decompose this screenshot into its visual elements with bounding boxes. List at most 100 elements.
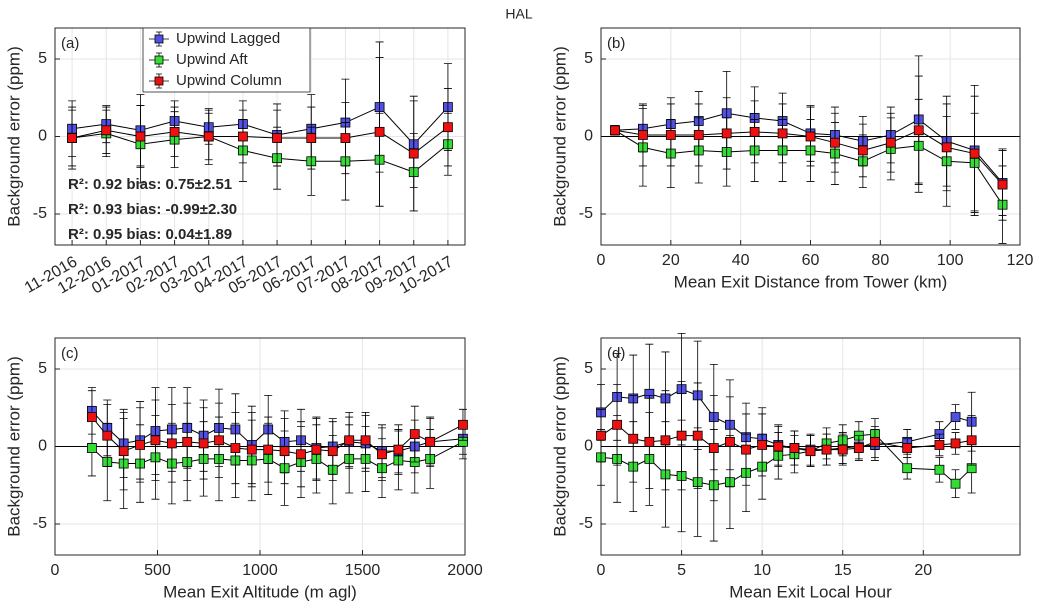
marker [118,446,129,457]
marker [87,443,97,453]
marker [934,440,945,450]
marker [941,142,952,153]
marker [279,446,290,457]
legend-box [142,27,311,93]
x-tick-label: 40 [732,252,750,269]
series-line [71,126,449,155]
legend-marker [154,34,164,44]
marker [913,125,924,136]
y-tick-label: 5 [584,50,593,67]
marker [360,435,371,446]
y-tick-label: 5 [584,360,593,377]
marker [408,148,419,159]
x-tick-label: 1500 [345,562,381,579]
marker [950,478,961,489]
marker [693,130,704,140]
marker [644,436,655,447]
marker [628,433,639,444]
marker [198,438,209,449]
marker [902,463,913,474]
marker [67,133,77,143]
marker [344,435,355,446]
legend-marker [154,55,164,65]
marker [749,126,760,137]
marker [660,435,671,446]
y-tick-label: -5 [33,205,47,222]
series-line [600,424,972,452]
marker [805,446,816,457]
y-tick-label: -5 [33,515,47,532]
marker [610,125,620,136]
x-tick-label: 80 [871,252,889,269]
marker [166,438,177,449]
marker [830,137,840,148]
marker [409,429,420,440]
x-tick-label: 0 [597,562,606,579]
marker [741,444,751,455]
marker [458,419,468,430]
marker [230,443,241,453]
marker [821,444,832,455]
x-tick-label: 20 [662,252,680,269]
marker [377,449,387,460]
marker [203,131,214,142]
legend-label: Upwind Column [176,72,282,89]
marker [857,145,868,156]
annotation: R²: 0.93 bias: -0.99±2.30 [68,201,237,218]
marker [837,444,848,455]
marker [692,430,703,441]
x-axis-label: Mean Exit Altitude (m agl) [163,582,357,601]
x-tick-label: 500 [144,562,171,579]
marker [676,430,687,441]
marker [950,412,961,422]
axes-box [600,27,1021,246]
marker [725,436,735,447]
marker [393,444,404,455]
y-tick-label: 5 [38,50,47,67]
x-tick-label: 120 [1007,252,1034,269]
marker [327,446,338,457]
marker [306,133,317,143]
marker [934,464,945,475]
marker [135,440,145,450]
marker [757,440,768,450]
marker [102,430,113,441]
x-tick-label: 0 [51,562,60,579]
panel-label: (b) [607,35,625,52]
x-tick-label: 5 [677,562,686,579]
x-tick-label: 100 [937,252,964,269]
marker [272,133,282,143]
marker [340,133,351,143]
y-tick-label: 0 [584,438,593,455]
panel-label: (a) [61,35,79,52]
marker [805,131,816,142]
x-tick-label: 15 [834,562,852,579]
y-axis-label: Background error (ppm) [4,46,23,226]
marker [665,130,676,140]
figure-title: HAL [505,6,532,22]
y-axis-label: Background error (ppm) [4,356,23,536]
marker [853,443,864,453]
x-tick-label: 60 [802,252,820,269]
panel: -5 0 5 0 5 10 15 20 Mean Exit Local Hour Backgrou… [550,332,1021,601]
x-tick-label: 1000 [242,562,278,579]
series-line [72,106,449,145]
marker [135,131,146,142]
y-tick-label: -5 [579,205,593,222]
annotation: R²: 0.92 bias: 0.75±2.51 [68,176,232,193]
marker [214,435,224,446]
marker [87,412,97,422]
marker [296,449,306,460]
x-axis-label: Mean Exit Distance from Tower (km) [674,272,948,291]
marker [638,130,648,140]
marker [374,126,385,137]
marker [721,128,732,139]
panel: -5 0 5 0 500 1000 1500 2000 Mean Exit Altitude (… [4,337,483,601]
y-tick-label: 5 [38,360,47,377]
marker [182,436,193,447]
annotation: R²: 0.95 bias: 0.04±1.89 [68,226,232,243]
panel: -50511-201612-201601-201702-201703-20170… [4,27,466,297]
series-line [600,388,972,451]
marker [246,444,257,455]
